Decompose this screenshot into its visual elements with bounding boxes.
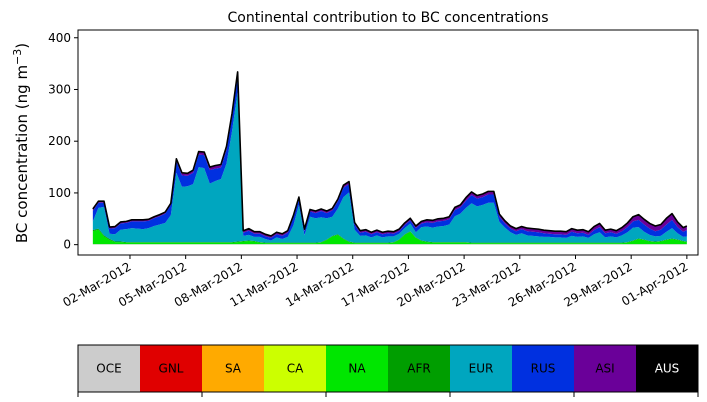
legend-swatch-asi: [574, 345, 636, 392]
legend-frame: [77, 344, 699, 393]
legend-swatch-na: [326, 345, 388, 392]
legend-swatch-gnl: [140, 345, 202, 392]
area-series-eur: [92, 91, 687, 243]
legend-swatch-afr: [388, 345, 450, 392]
y-tick-label: 400: [48, 31, 71, 45]
legend-swatch-sa: [202, 345, 264, 392]
legend-label-gnl: GNL: [159, 362, 184, 376]
total-concentration-line: [92, 71, 688, 237]
axes: 010020030040002-Mar-201205-Mar-201208-Ma…: [48, 29, 699, 310]
y-tick-label: 0: [63, 238, 71, 252]
chart-title: Continental contribution to BC concentra…: [227, 10, 548, 26]
legend-label-sa: SA: [225, 362, 242, 376]
legend-label-aus: AUS: [655, 362, 680, 376]
y-tick-label: 200: [48, 134, 71, 148]
area-series-na: [92, 229, 687, 245]
y-axis-label-exponent: −3: [11, 49, 24, 65]
legend: OCE GNL SA CA NA AFR EUR RUS ASI AUS: [77, 344, 699, 397]
legend-swatch-aus: [636, 345, 698, 392]
plot-area: [92, 71, 688, 245]
y-tick-label: 100: [48, 186, 71, 200]
area-series-oce: [92, 244, 687, 245]
legend-swatch-oce: [78, 345, 140, 392]
legend-label-oce: OCE: [96, 362, 121, 376]
legend-label-na: NA: [348, 362, 366, 376]
legend-label-eur: EUR: [469, 362, 494, 376]
legend-swatch-eur: [450, 345, 512, 392]
legend-label-ca: CA: [287, 362, 304, 376]
legend-label-rus: RUS: [531, 362, 556, 376]
y-axis-label-close: ): [13, 43, 31, 49]
y-axis-label-main: BC concentration (ng m: [13, 65, 31, 243]
area-series-rus: [92, 76, 687, 241]
y-axis-label: BC concentration (ng m−3): [11, 43, 31, 243]
plot-frame: [77, 29, 699, 256]
legend-swatch-ca: [264, 345, 326, 392]
legend-label-asi: ASI: [595, 362, 614, 376]
legend-label-afr: AFR: [407, 362, 430, 376]
y-tick-label: 300: [48, 82, 71, 96]
legend-swatch-rus: [512, 345, 574, 392]
